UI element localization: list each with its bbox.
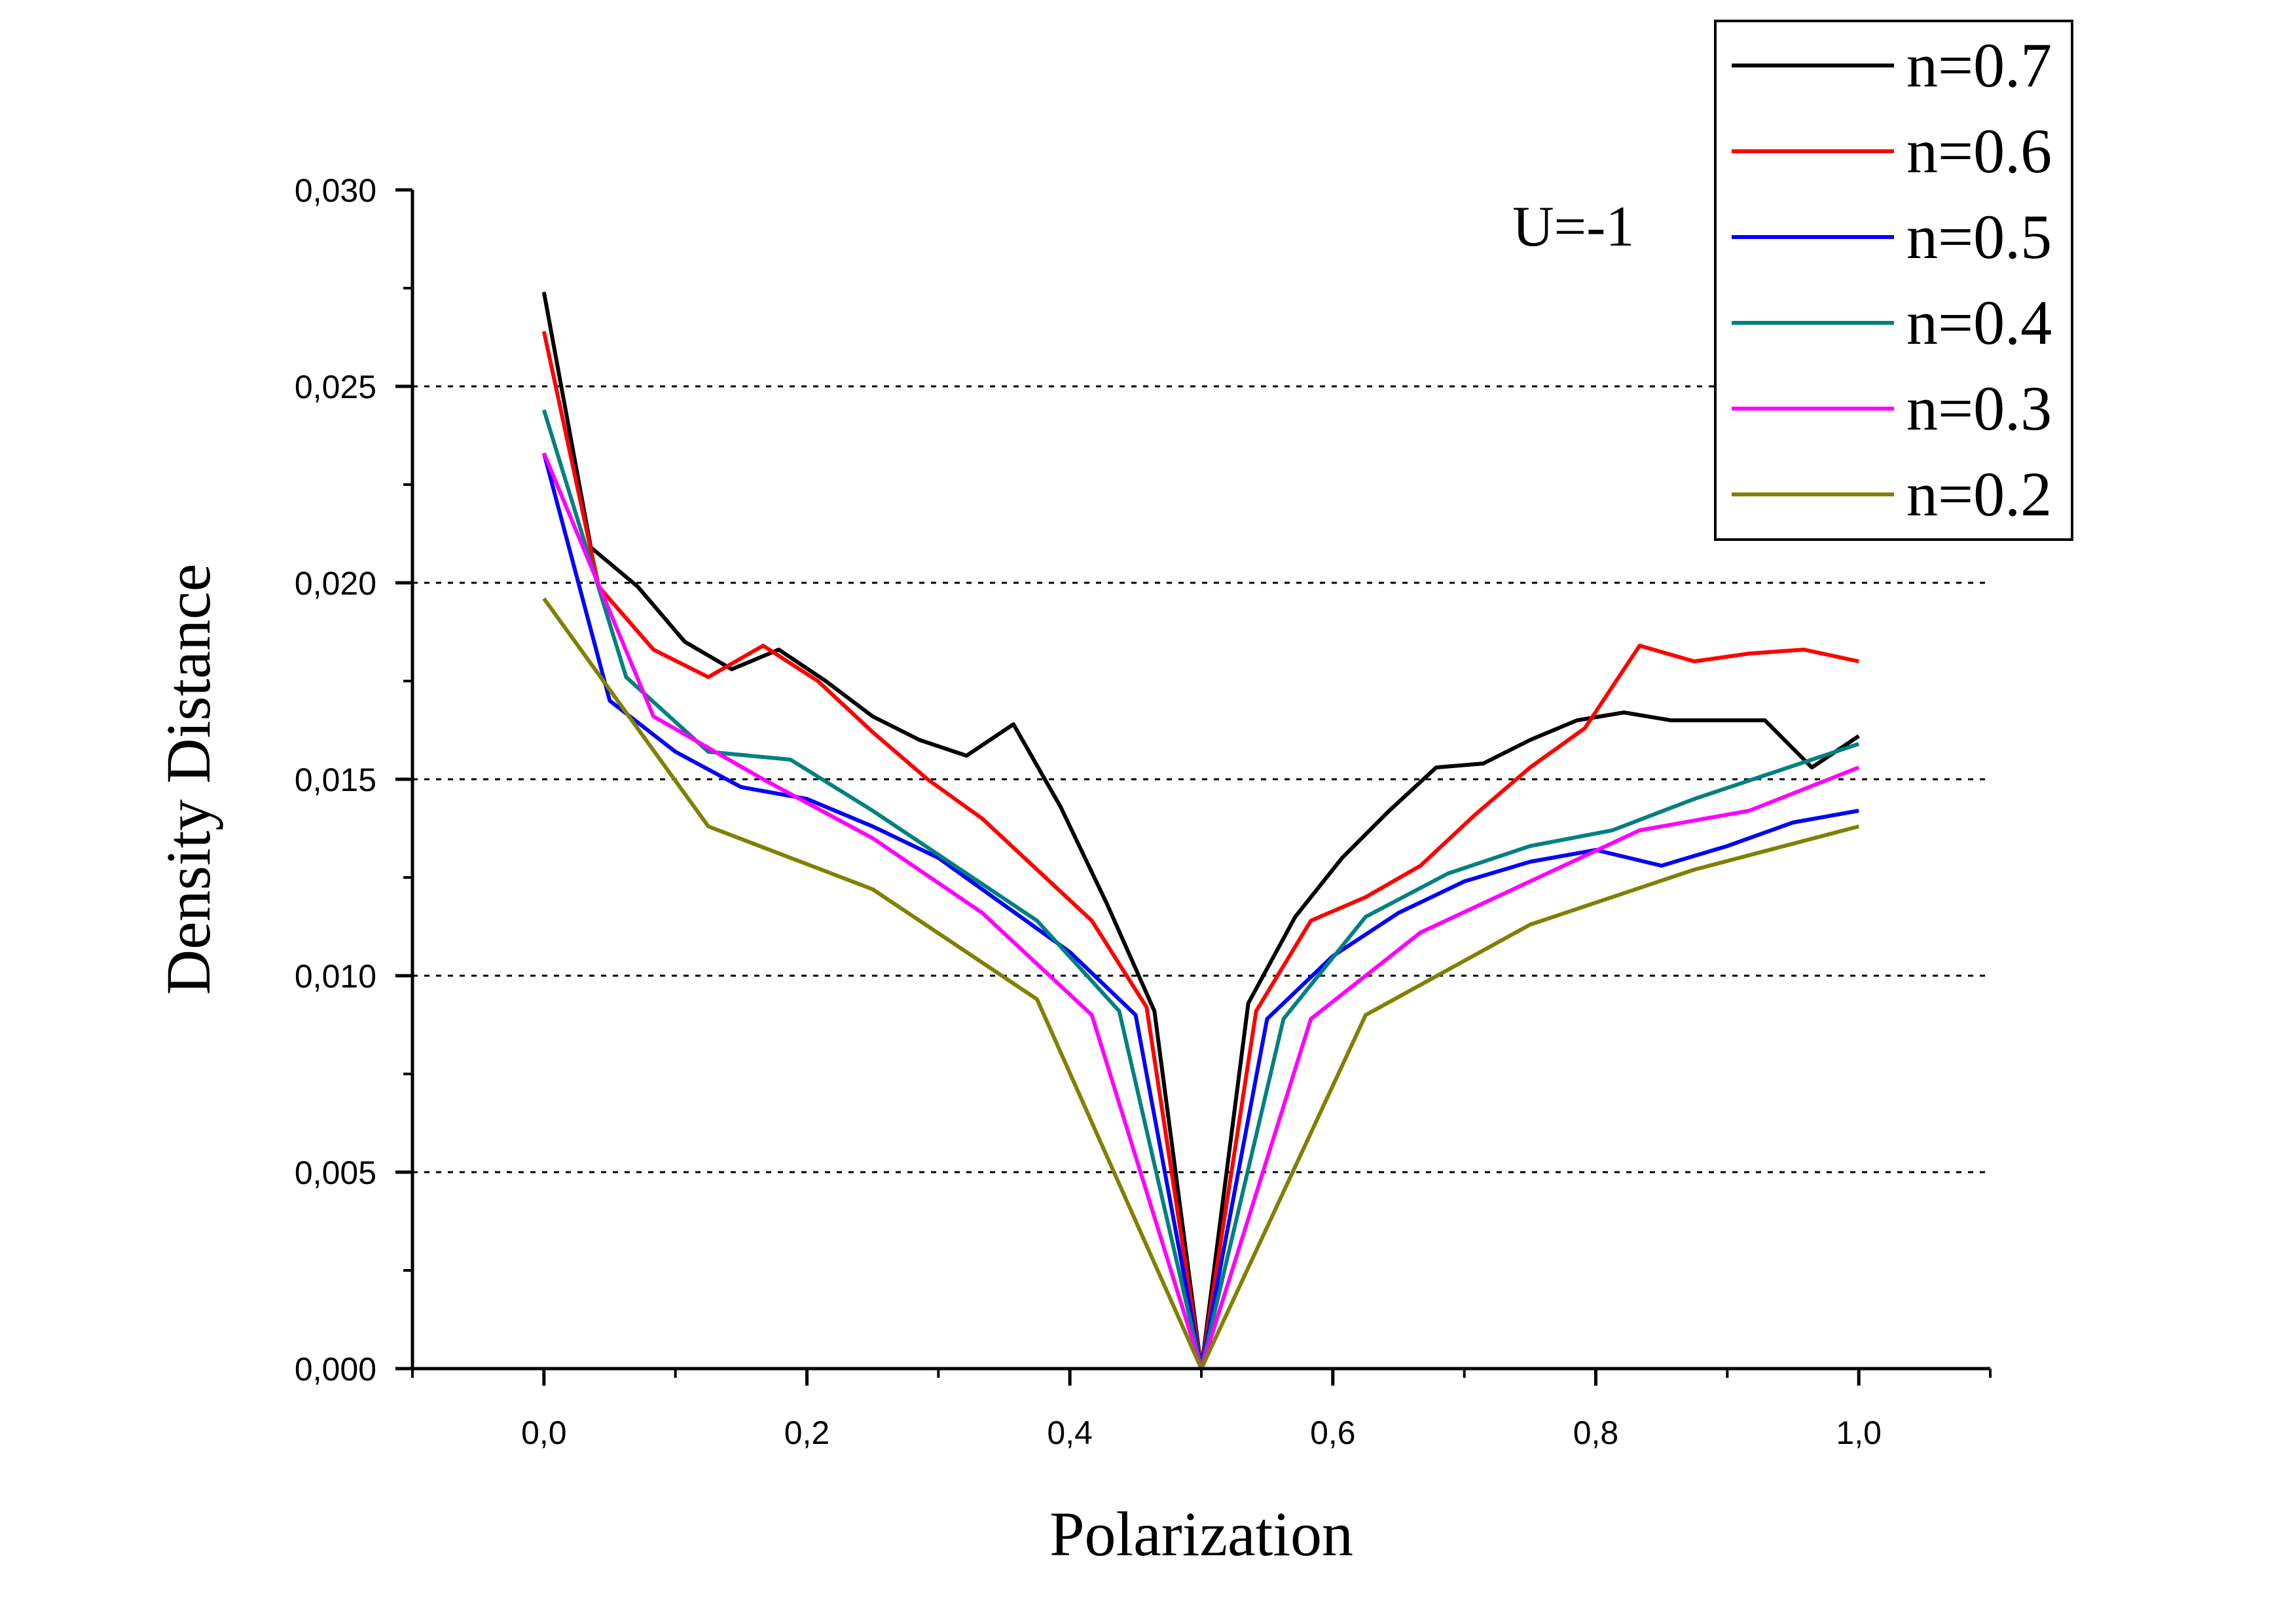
legend-label: n=0.4 <box>1906 287 2052 358</box>
x-axis-title: Polarization <box>1049 1499 1353 1569</box>
y-axis-title: Density Distance <box>153 564 223 995</box>
legend-label: n=0.7 <box>1906 30 2052 100</box>
y-tick-label: 0,015 <box>295 762 376 798</box>
y-tick-label: 0,000 <box>295 1351 376 1388</box>
legend-box <box>1714 20 2073 541</box>
x-tick-label: 0,6 <box>1310 1414 1356 1451</box>
y-tick-label: 0,020 <box>295 565 376 602</box>
annotation-label: U=-1 <box>1512 195 1634 259</box>
y-ticks: 0,000 0,005 0,010 0,015 0,020 0,025 0,030 <box>295 172 412 1388</box>
y-tick-label: 0,005 <box>295 1154 376 1191</box>
x-tick-label: 0,2 <box>784 1414 830 1451</box>
legend-label: n=0.6 <box>1906 116 2052 186</box>
x-tick-label: 0,0 <box>521 1414 567 1451</box>
legend-label: n=0.2 <box>1906 459 2052 529</box>
legend-label: n=0.3 <box>1906 373 2052 443</box>
y-tick-label: 0,010 <box>295 958 376 995</box>
x-tick-label: 0,4 <box>1047 1414 1093 1451</box>
x-tick-label: 1,0 <box>1836 1414 1882 1451</box>
x-ticks: 0,0 0,2 0,4 0,6 0,8 1,0 <box>411 1369 1992 1451</box>
y-tick-label: 0,030 <box>295 172 376 209</box>
legend-label: n=0.5 <box>1906 202 2052 272</box>
legend-items: n=0.7 n=0.6 n=0.5 n=0.4 n=0.3 n=0.2 <box>1732 30 2052 529</box>
x-tick-label: 0,8 <box>1573 1414 1619 1451</box>
legend: n=0.7 n=0.6 n=0.5 n=0.4 n=0.3 n=0.2 <box>1714 20 2073 541</box>
y-tick-label: 0,025 <box>295 369 376 405</box>
